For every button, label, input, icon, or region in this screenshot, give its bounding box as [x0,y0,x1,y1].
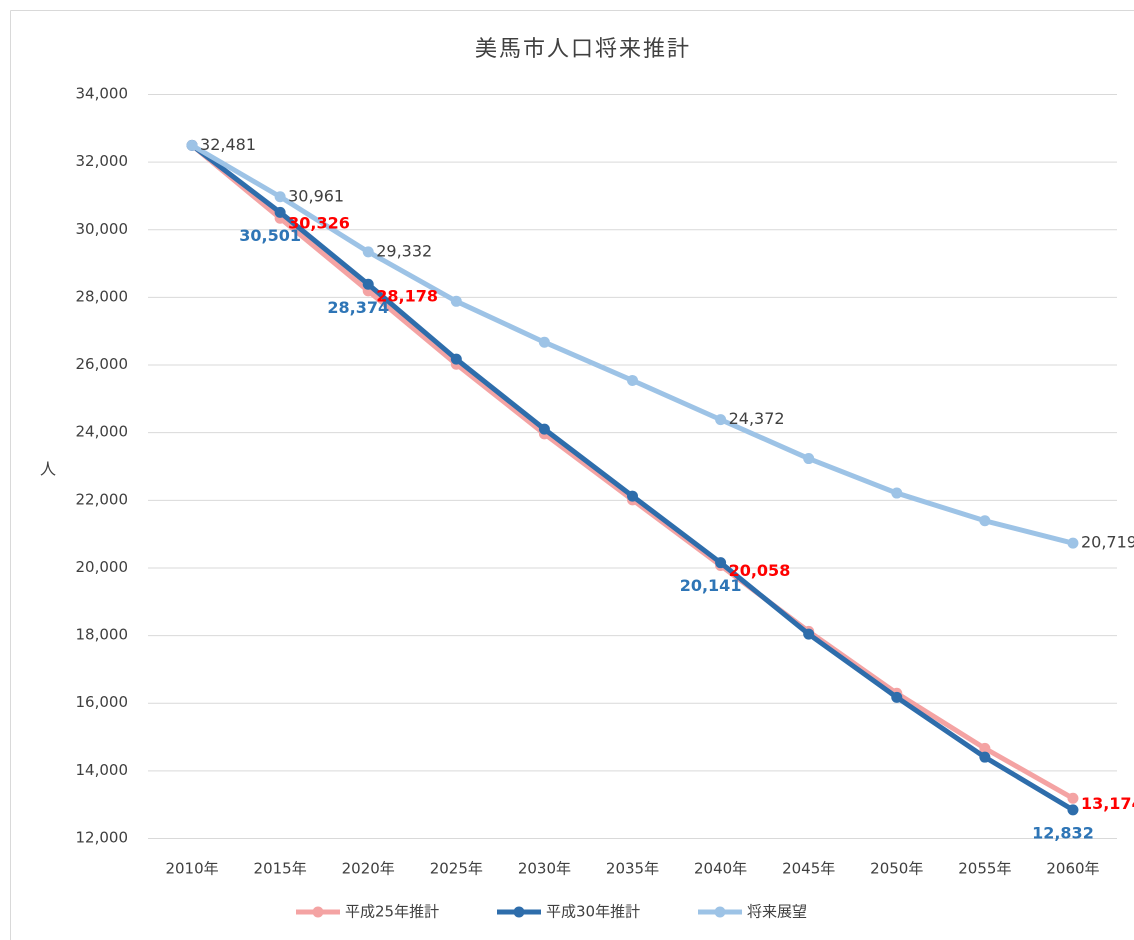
legend-marker [714,906,726,918]
x-tick-label: 2050年 [870,860,923,878]
x-tick-label: 2035年 [606,860,659,878]
data-label: 32,481 [200,135,256,154]
data-label: 13,174 [1081,794,1134,813]
data-point [891,691,903,703]
series-line [190,143,1075,801]
data-point [538,336,550,348]
y-tick-label: 20,000 [76,558,129,576]
x-tick-label: 2060年 [1046,860,1099,878]
y-tick-label: 32,000 [76,152,129,170]
x-tick-label: 2020年 [342,860,395,878]
data-point [274,191,286,203]
data-point [450,295,462,307]
legend-label: 平成30年推計 [546,903,640,921]
data-label: 28,178 [376,286,438,305]
legend-marker [312,906,324,918]
data-point [186,139,198,151]
y-tick-label: 12,000 [76,829,129,847]
data-point [979,751,991,763]
data-point [979,515,991,527]
y-tick-label: 34,000 [76,85,129,103]
y-axis-label: 人 [40,460,56,479]
data-label: 30,326 [288,214,350,233]
data-point [1067,792,1079,804]
y-tick-label: 26,000 [76,355,129,373]
y-tick-label: 14,000 [76,761,129,779]
data-label: 20,141 [680,576,742,595]
x-tick-label: 2030年 [518,860,571,878]
data-label: 29,332 [376,241,432,260]
data-label: 30,501 [239,226,301,245]
x-tick-label: 2040年 [694,860,747,878]
x-tick-label: 2025年 [430,860,483,878]
x-tick-label: 2055年 [958,860,1011,878]
data-label: 20,058 [729,561,791,580]
data-point [362,278,374,290]
data-point [627,490,638,502]
data-point [715,414,727,426]
x-tick-label: 2015年 [254,860,307,878]
data-point [979,742,991,754]
series-line [190,143,1075,813]
chart-title: 美馬市人口将来推計 [475,37,691,62]
data-point [450,353,462,365]
y-tick-label: 22,000 [76,490,129,508]
legend-label: 平成25年推計 [345,903,439,921]
x-tick-label: 2010年 [165,860,218,878]
data-point [715,557,727,569]
data-label: 28,374 [327,298,389,317]
data-label: 12,832 [1032,823,1094,842]
data-point [627,374,638,386]
y-tick-label: 24,000 [76,423,129,441]
y-tick-label: 28,000 [76,287,129,305]
data-point [1067,804,1079,816]
y-tick-label: 30,000 [76,220,129,238]
data-label: 20,719 [1081,533,1134,552]
data-point [538,423,550,435]
y-tick-label: 18,000 [76,626,129,644]
data-label: 30,961 [288,186,344,205]
legend-marker [513,906,525,918]
legend-label: 将来展望 [747,903,807,921]
data-point [803,628,815,640]
data-point [362,246,374,258]
data-label: 24,372 [729,409,785,428]
data-point [803,453,815,465]
data-point [891,487,903,499]
data-point [1067,537,1079,549]
y-tick-label: 16,000 [76,693,129,711]
data-point [274,206,286,218]
x-tick-label: 2045年 [782,860,835,878]
